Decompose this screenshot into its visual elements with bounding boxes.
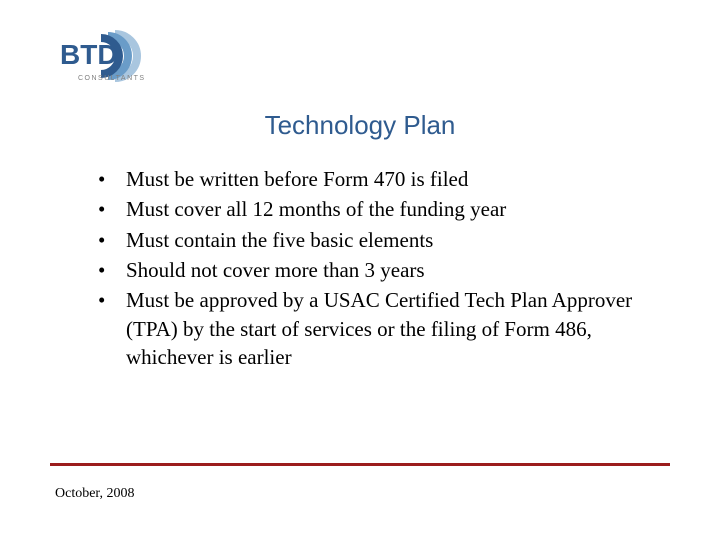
list-item: Must be approved by a USAC Certified Tec… <box>98 286 670 371</box>
logo-text: BTD <box>60 39 118 70</box>
list-item: Must cover all 12 months of the funding … <box>98 195 670 223</box>
logo: BTD CONSULTANTS <box>60 28 170 91</box>
slide-title: Technology Plan <box>50 110 670 141</box>
slide: BTD CONSULTANTS Technology Plan Must be … <box>0 0 720 540</box>
list-item: Should not cover more than 3 years <box>98 256 670 284</box>
logo-svg: BTD CONSULTANTS <box>60 28 170 86</box>
bullet-list: Must be written before Form 470 is filed… <box>50 165 670 371</box>
divider-rule <box>50 463 670 466</box>
footer-date: October, 2008 <box>55 486 135 502</box>
list-item: Must be written before Form 470 is filed <box>98 165 670 193</box>
logo-subtext: CONSULTANTS <box>78 75 146 82</box>
list-item: Must contain the five basic elements <box>98 226 670 254</box>
